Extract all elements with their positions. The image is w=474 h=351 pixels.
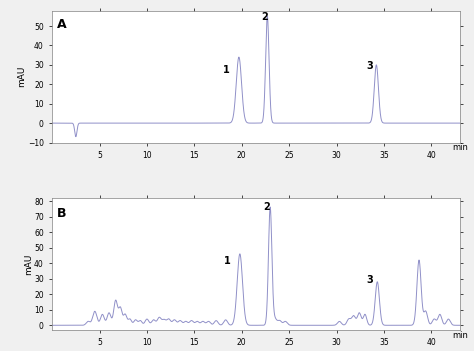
Y-axis label: mAU: mAU xyxy=(18,66,27,87)
Text: 1: 1 xyxy=(224,256,231,266)
Text: A: A xyxy=(57,18,66,31)
Text: 2: 2 xyxy=(261,12,268,22)
Text: 3: 3 xyxy=(366,61,373,71)
Text: B: B xyxy=(57,207,66,220)
Text: min: min xyxy=(452,144,468,152)
Text: 2: 2 xyxy=(263,202,270,212)
Text: 3: 3 xyxy=(366,275,373,285)
Text: 1: 1 xyxy=(223,65,230,74)
Y-axis label: mAU: mAU xyxy=(24,253,33,274)
Text: min: min xyxy=(452,331,468,340)
